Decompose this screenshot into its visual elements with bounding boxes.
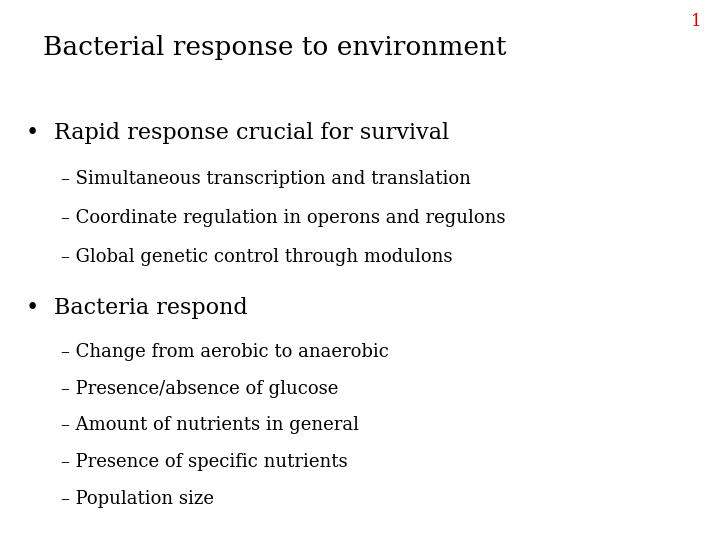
Text: – Global genetic control through modulons: – Global genetic control through modulon… <box>61 248 453 266</box>
Text: – Presence of specific nutrients: – Presence of specific nutrients <box>61 453 348 471</box>
Text: •: • <box>25 122 38 144</box>
Text: 1: 1 <box>691 14 702 30</box>
Text: – Coordinate regulation in operons and regulons: – Coordinate regulation in operons and r… <box>61 209 505 227</box>
Text: – Population size: – Population size <box>61 490 215 508</box>
Text: •: • <box>25 297 38 319</box>
Text: – Simultaneous transcription and translation: – Simultaneous transcription and transla… <box>61 170 471 188</box>
Text: Rapid response crucial for survival: Rapid response crucial for survival <box>54 122 449 144</box>
Text: Bacterial response to environment: Bacterial response to environment <box>43 35 507 60</box>
Text: – Presence/absence of glucose: – Presence/absence of glucose <box>61 380 338 397</box>
Text: Bacteria respond: Bacteria respond <box>54 297 248 319</box>
Text: – Change from aerobic to anaerobic: – Change from aerobic to anaerobic <box>61 343 389 361</box>
Text: – Amount of nutrients in general: – Amount of nutrients in general <box>61 416 359 434</box>
